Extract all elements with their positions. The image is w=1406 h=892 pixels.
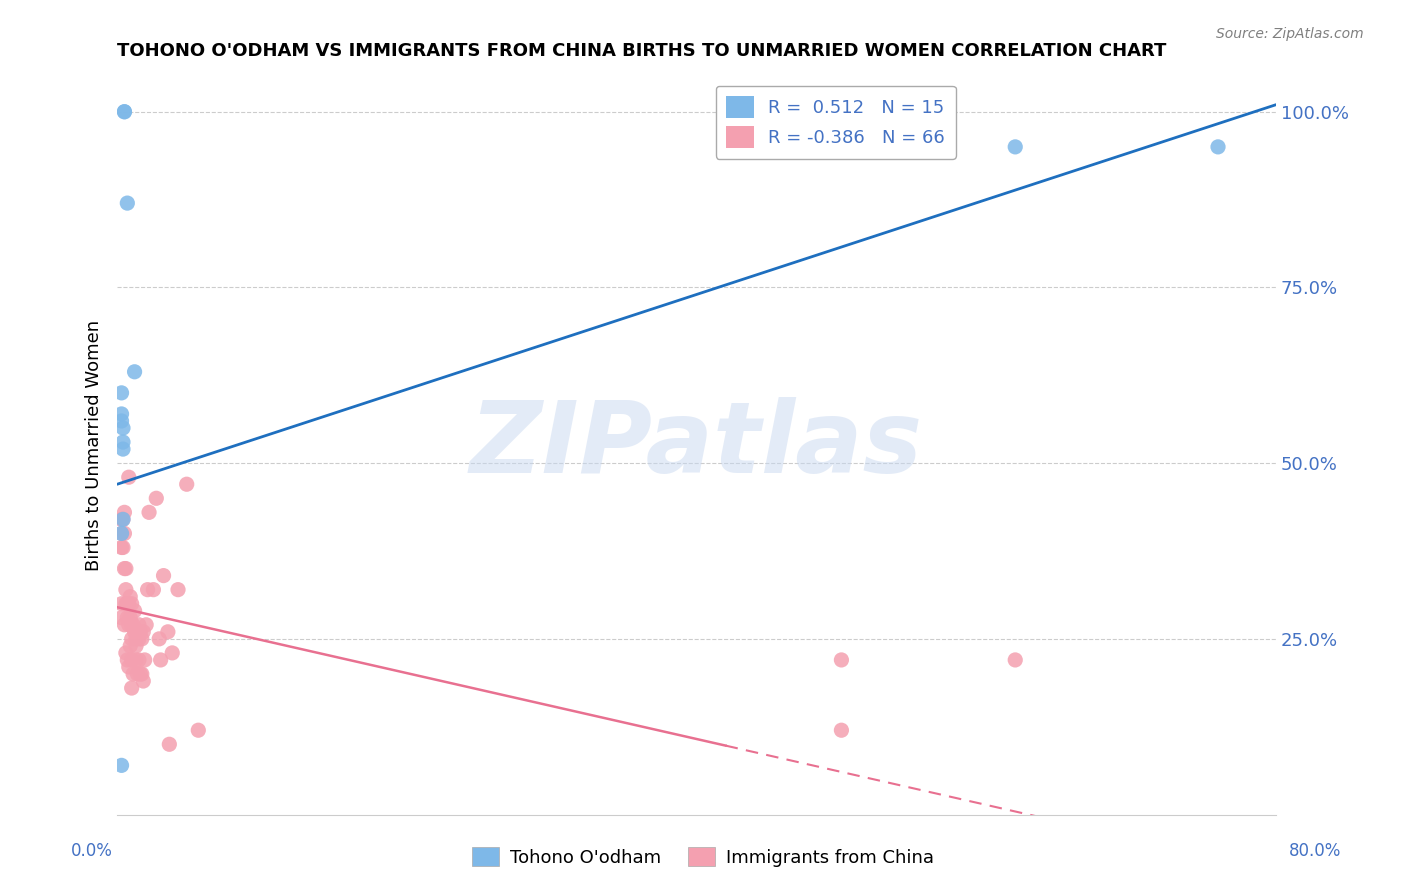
Point bbox=[125, 639, 148, 653]
Point bbox=[114, 104, 136, 119]
Point bbox=[110, 611, 132, 625]
Point bbox=[121, 617, 143, 632]
Point bbox=[125, 653, 148, 667]
Point bbox=[120, 611, 142, 625]
Point bbox=[110, 407, 132, 421]
Point bbox=[1004, 653, 1026, 667]
Point bbox=[136, 582, 159, 597]
Point bbox=[118, 660, 141, 674]
Point bbox=[111, 442, 134, 456]
Legend: Tohono O'odham, Immigrants from China: Tohono O'odham, Immigrants from China bbox=[465, 840, 941, 874]
Point bbox=[135, 617, 157, 632]
Point bbox=[111, 541, 134, 555]
Point bbox=[114, 104, 136, 119]
Point bbox=[830, 653, 852, 667]
Point bbox=[118, 617, 141, 632]
Point bbox=[128, 632, 150, 646]
Point bbox=[1004, 140, 1026, 154]
Point bbox=[115, 646, 138, 660]
Point bbox=[176, 477, 198, 491]
Point bbox=[114, 561, 136, 575]
Point bbox=[120, 590, 142, 604]
Point bbox=[132, 624, 155, 639]
Text: 0.0%: 0.0% bbox=[70, 842, 112, 860]
Point bbox=[115, 582, 138, 597]
Point bbox=[110, 758, 132, 772]
Point bbox=[160, 646, 183, 660]
Point bbox=[115, 597, 138, 611]
Point bbox=[110, 414, 132, 428]
Point bbox=[117, 196, 139, 211]
Point bbox=[1206, 140, 1229, 154]
Point bbox=[111, 435, 134, 450]
Point bbox=[118, 470, 141, 484]
Point bbox=[121, 632, 143, 646]
Point bbox=[110, 541, 132, 555]
Point bbox=[121, 653, 143, 667]
Legend: R =  0.512   N = 15, R = -0.386   N = 66: R = 0.512 N = 15, R = -0.386 N = 66 bbox=[716, 86, 956, 159]
Point bbox=[142, 582, 165, 597]
Point bbox=[111, 421, 134, 435]
Point bbox=[129, 667, 152, 681]
Point bbox=[117, 597, 139, 611]
Point bbox=[122, 617, 145, 632]
Text: TOHONO O'ODHAM VS IMMIGRANTS FROM CHINA BIRTHS TO UNMARRIED WOMEN CORRELATION CH: TOHONO O'ODHAM VS IMMIGRANTS FROM CHINA … bbox=[117, 42, 1167, 60]
Point bbox=[110, 526, 132, 541]
Point bbox=[111, 512, 134, 526]
Point bbox=[114, 526, 136, 541]
Point bbox=[167, 582, 190, 597]
Point bbox=[187, 723, 209, 738]
Point bbox=[149, 653, 172, 667]
Point bbox=[122, 667, 145, 681]
Point bbox=[124, 624, 146, 639]
Point bbox=[134, 653, 156, 667]
Point bbox=[157, 737, 180, 751]
Point bbox=[127, 667, 149, 681]
Point bbox=[128, 617, 150, 632]
Point bbox=[124, 365, 146, 379]
Point bbox=[125, 632, 148, 646]
Point bbox=[115, 561, 138, 575]
Point bbox=[117, 653, 139, 667]
Text: 80.0%: 80.0% bbox=[1288, 842, 1341, 860]
Point bbox=[131, 632, 153, 646]
Point bbox=[145, 491, 167, 506]
Point bbox=[152, 568, 174, 582]
Point bbox=[148, 632, 170, 646]
Point bbox=[110, 512, 132, 526]
Point bbox=[138, 505, 160, 519]
Point bbox=[114, 505, 136, 519]
Point bbox=[120, 639, 142, 653]
Point bbox=[127, 624, 149, 639]
Point bbox=[131, 667, 153, 681]
Point bbox=[110, 526, 132, 541]
Point bbox=[111, 512, 134, 526]
Point bbox=[121, 681, 143, 695]
Point bbox=[124, 604, 146, 618]
Point bbox=[128, 653, 150, 667]
Point bbox=[117, 611, 139, 625]
Point bbox=[830, 723, 852, 738]
Point bbox=[129, 624, 152, 639]
Point bbox=[121, 597, 143, 611]
Y-axis label: Births to Unmarried Women: Births to Unmarried Women bbox=[86, 320, 103, 571]
Point bbox=[132, 673, 155, 688]
Point bbox=[118, 597, 141, 611]
Point bbox=[114, 617, 136, 632]
Text: Source: ZipAtlas.com: Source: ZipAtlas.com bbox=[1216, 27, 1364, 41]
Text: ZIPatlas: ZIPatlas bbox=[470, 397, 924, 494]
Point bbox=[110, 597, 132, 611]
Point bbox=[110, 385, 132, 400]
Point bbox=[156, 624, 179, 639]
